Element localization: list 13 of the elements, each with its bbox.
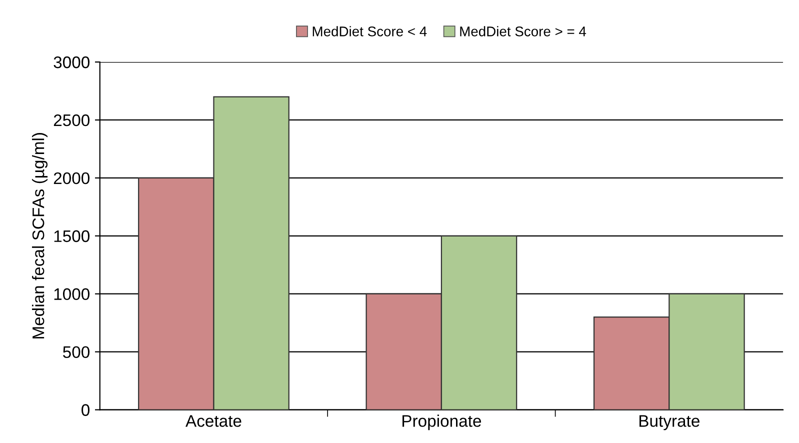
y-tick-label: 0: [82, 404, 90, 416]
x-tick-label: Acetate: [186, 415, 242, 427]
y-tick-label: 1500: [54, 230, 90, 242]
y-tick-label: 3000: [54, 56, 90, 68]
legend-label: MedDiet Score > = 4: [460, 26, 586, 36]
y-tick-label: 500: [63, 346, 90, 358]
x-tick-label: Propionate: [402, 414, 482, 430]
y-tick-label: 1000: [54, 288, 90, 300]
y-tick-label: 2500: [54, 114, 90, 126]
x-tick-label: Butyrate: [639, 415, 700, 430]
y-tick-label: 2000: [54, 172, 90, 184]
y-axis-title: Median fecal SCFAs (µg/ml): [32, 133, 48, 338]
legend-label: MedDiet Score < 4: [312, 26, 427, 36]
